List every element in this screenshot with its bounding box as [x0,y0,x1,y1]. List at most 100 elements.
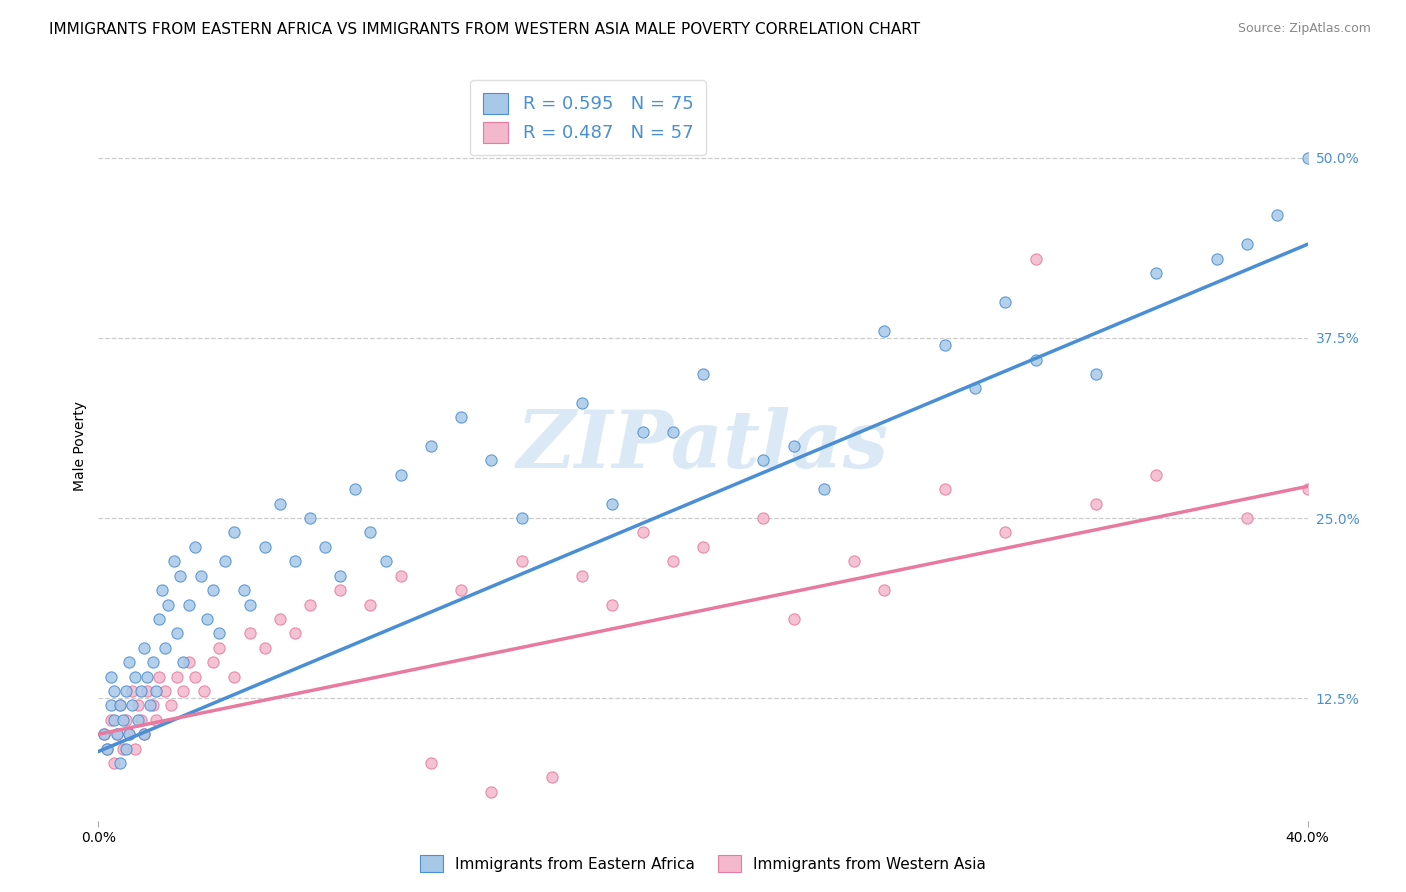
Point [105,727,128,741]
Y-axis label: Male Poverty: Male Poverty [73,401,87,491]
Point [661,425,683,439]
Point [127,713,149,727]
Point [329,568,352,582]
Point [1296,482,1319,496]
Point [692,540,714,554]
Point [934,338,956,352]
Point [129,713,152,727]
Point [127,698,149,713]
Point [160,698,183,713]
Point [1085,497,1108,511]
Point [96,741,118,756]
Point [121,684,143,698]
Point [299,511,322,525]
Point [208,626,231,640]
Point [145,713,167,727]
Point [631,525,654,540]
Point [103,713,125,727]
Point [873,583,896,598]
Legend: R = 0.595   N = 75, R = 0.487   N = 57: R = 0.595 N = 75, R = 0.487 N = 57 [470,80,706,155]
Point [208,640,231,655]
Point [132,640,155,655]
Point [148,612,170,626]
Point [118,655,141,669]
Point [214,554,236,568]
Point [1236,511,1258,525]
Point [93,727,115,741]
Point [360,525,382,540]
Point [195,612,218,626]
Point [510,511,533,525]
Point [994,525,1017,540]
Point [344,482,367,496]
Point [124,669,146,683]
Point [166,669,188,683]
Point [153,684,176,698]
Point [269,497,291,511]
Text: Source: ZipAtlas.com: Source: ZipAtlas.com [1237,22,1371,36]
Point [631,425,654,439]
Point [172,655,194,669]
Point [103,684,125,698]
Point [135,669,157,683]
Point [202,583,225,598]
Point [602,598,624,612]
Point [692,367,714,381]
Point [1024,352,1046,367]
Point [142,655,165,669]
Point [132,727,155,741]
Point [510,554,533,568]
Point [190,568,212,582]
Point [129,684,152,698]
Point [571,568,593,582]
Point [184,540,207,554]
Point [360,598,382,612]
Point [1296,151,1319,165]
Point [172,684,194,698]
Point [179,598,201,612]
Point [232,583,254,598]
Point [1024,252,1046,266]
Point [994,294,1017,309]
Point [166,626,188,640]
Point [103,756,125,770]
Point [253,540,276,554]
Point [420,756,443,770]
Point [314,540,336,554]
Point [540,771,562,785]
Point [602,497,624,511]
Point [148,669,170,683]
Point [114,713,136,727]
Point [1206,252,1229,266]
Point [374,554,396,568]
Point [329,583,352,598]
Point [389,467,412,482]
Point [269,612,291,626]
Point [1267,209,1289,223]
Point [179,655,201,669]
Point [450,410,472,425]
Point [193,684,215,698]
Point [284,554,307,568]
Point [135,684,157,698]
Point [752,511,775,525]
Point [1144,467,1167,482]
Point [142,698,165,713]
Point [132,727,155,741]
Point [96,741,118,756]
Point [156,598,179,612]
Point [108,698,131,713]
Point [752,453,775,467]
Point [202,655,225,669]
Point [481,785,503,799]
Point [184,669,207,683]
Point [783,612,806,626]
Point [844,554,866,568]
Point [224,669,246,683]
Point [873,324,896,338]
Point [253,640,276,655]
Point [239,626,262,640]
Text: IMMIGRANTS FROM EASTERN AFRICA VS IMMIGRANTS FROM WESTERN ASIA MALE POVERTY CORR: IMMIGRANTS FROM EASTERN AFRICA VS IMMIGR… [49,22,921,37]
Point [1236,237,1258,252]
Point [224,525,246,540]
